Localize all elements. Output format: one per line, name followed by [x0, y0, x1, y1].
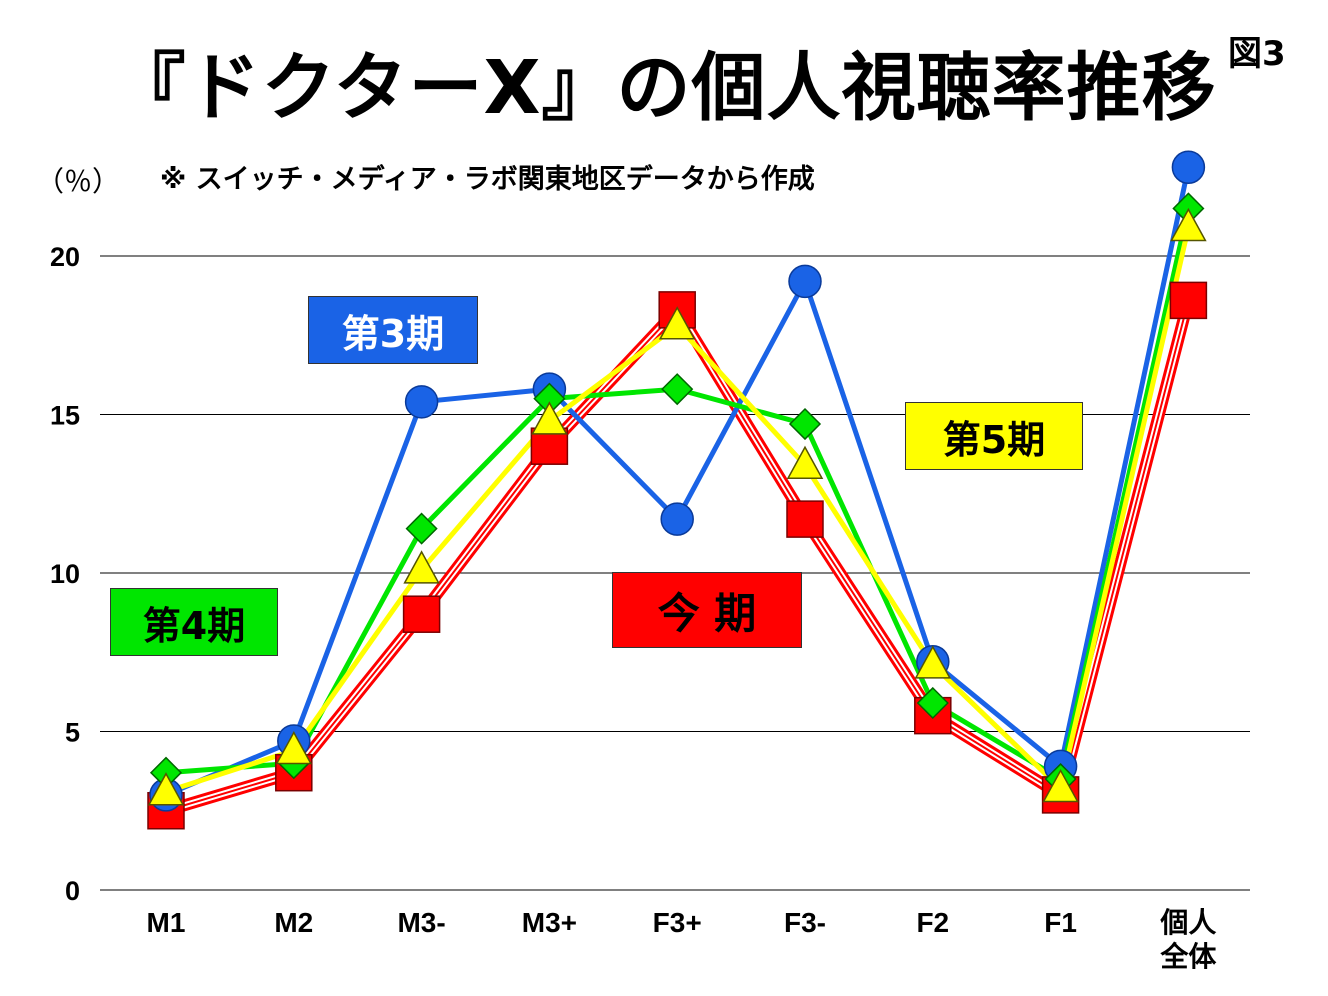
series-label-4th: 第4期 — [110, 588, 278, 656]
data-point — [404, 385, 439, 419]
x-tick-label: 全体 — [1159, 940, 1217, 972]
data-point — [275, 730, 313, 765]
data-point — [1169, 281, 1208, 320]
data-point — [1171, 150, 1206, 184]
data-point — [405, 512, 438, 545]
x-tick-label: F3+ — [653, 907, 702, 938]
series-markers-3 — [147, 207, 1207, 806]
source-note: ※ スイッチ・メディア・ラボ関東地区データから作成 — [160, 164, 815, 195]
data-point — [786, 445, 824, 479]
x-tick-label: M2 — [274, 907, 313, 938]
data-point — [1042, 769, 1079, 803]
series-label-3rd: 第3期 — [308, 296, 478, 364]
series-line — [165, 166, 1191, 798]
x-tick-label: M3+ — [522, 907, 577, 938]
data-point — [402, 595, 441, 633]
x-tick-label: M3- — [397, 907, 445, 938]
y-tick-label: 10 — [50, 559, 80, 589]
data-point — [916, 686, 949, 720]
x-tick-label: 個人 — [1159, 907, 1216, 938]
y-tick-label: 20 — [50, 242, 80, 272]
y-axis-unit: （％） — [36, 165, 121, 198]
y-tick-label: 5 — [65, 718, 80, 748]
data-point — [1170, 207, 1207, 242]
data-point — [658, 306, 696, 340]
series-layer — [147, 150, 1208, 830]
data-point — [914, 645, 952, 679]
figure-label: 図3 — [1228, 34, 1286, 74]
y-tick-labels: 0 5 10 15 20 — [50, 242, 80, 906]
data-point — [786, 500, 824, 538]
series-markers-0 — [149, 150, 1206, 812]
data-point — [788, 264, 822, 299]
x-tick-label: F2 — [916, 907, 949, 938]
data-point — [788, 407, 822, 441]
x-tick-label: M1 — [147, 907, 186, 938]
data-point — [660, 502, 694, 536]
series-label-5th: 第5期 — [905, 402, 1083, 470]
x-tick-label: F1 — [1044, 907, 1077, 938]
x-tick-label: F3- — [784, 907, 826, 938]
chart-title: 『ドクターX』の個人視聴率推移 — [111, 45, 1217, 131]
y-tick-label: 0 — [65, 876, 80, 906]
data-point — [147, 772, 185, 806]
series-0 — [165, 166, 1191, 798]
data-point — [531, 401, 568, 435]
y-tick-label: 15 — [50, 401, 80, 431]
series-label-current: 今 期 — [612, 572, 802, 648]
data-point — [403, 550, 440, 584]
data-point — [661, 373, 694, 406]
